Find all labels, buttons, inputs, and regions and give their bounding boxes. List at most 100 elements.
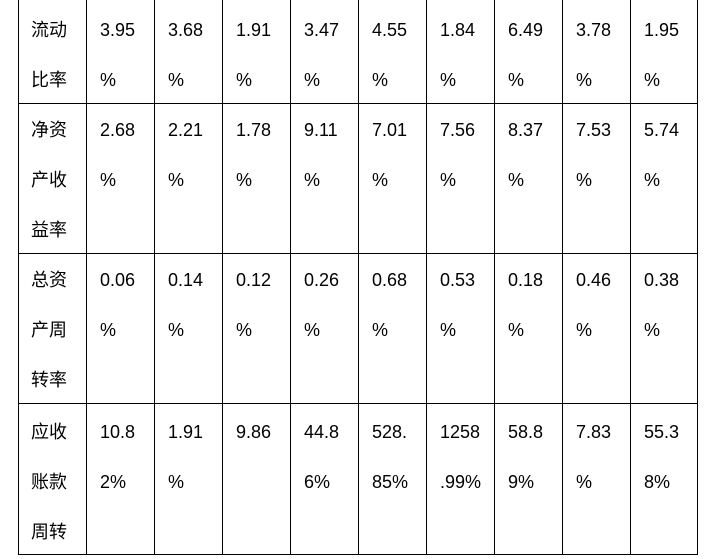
- cell-text: %: [168, 320, 185, 340]
- table-cell: 6.49%: [494, 0, 562, 104]
- cell-text: 0.53: [440, 270, 476, 290]
- table-cell: 0.06%: [86, 254, 154, 404]
- table-cell: 9.86: [222, 404, 290, 555]
- table-cell: 1.91%: [222, 0, 290, 104]
- cell-text: .99%: [440, 472, 482, 492]
- cell-text: 2%: [100, 472, 127, 492]
- table-cell: 9.11%: [290, 104, 358, 254]
- cell-text: 7.83: [576, 422, 612, 442]
- cell-text: %: [508, 320, 525, 340]
- table-cell: 0.38%: [630, 254, 698, 404]
- table-cell: 7.01%: [358, 104, 426, 254]
- cell-text: 周转: [31, 522, 67, 542]
- cell-text: 流动: [31, 20, 67, 40]
- cell-text: 7.53: [576, 120, 612, 140]
- table-cell: 4.55%: [358, 0, 426, 104]
- cell-text: 转率: [31, 370, 67, 390]
- cell-text: 8.37: [508, 120, 544, 140]
- table-cell: 7.53%: [562, 104, 630, 254]
- cell-text: 0.18: [508, 270, 544, 290]
- table-cell: 7.83%: [562, 404, 630, 555]
- table-cell: 528. 85%: [358, 404, 426, 555]
- cell-text: 比率: [31, 70, 67, 90]
- cell-text: 产收: [31, 170, 67, 190]
- table-cell: 44.8 6%: [290, 404, 358, 555]
- cell-text: %: [576, 320, 593, 340]
- table-cell: 0.46%: [562, 254, 630, 404]
- cell-text: 净资: [31, 120, 67, 140]
- cell-text: %: [644, 170, 661, 190]
- cell-text: 7.01: [372, 120, 408, 140]
- table-cell: 2.68%: [86, 104, 154, 254]
- cell-text: 0.12: [236, 270, 272, 290]
- cell-text: 7.56: [440, 120, 476, 140]
- cell-text: 1.91: [168, 422, 204, 442]
- cell-text: 1.78: [236, 120, 272, 140]
- cell-text: %: [508, 70, 525, 90]
- cell-text: %: [644, 320, 661, 340]
- table-cell: 1.84%: [426, 0, 494, 104]
- table-cell: 0.68%: [358, 254, 426, 404]
- cell-text: %: [372, 70, 389, 90]
- cell-text: 0.26: [304, 270, 340, 290]
- table-cell: 0.53%: [426, 254, 494, 404]
- cell-text: 2.21: [168, 120, 204, 140]
- cell-text: 产周: [31, 320, 67, 340]
- cell-text: %: [168, 170, 185, 190]
- cell-text: 4.55: [372, 20, 408, 40]
- cell-text: 5.74: [644, 120, 680, 140]
- cell-text: 8%: [644, 472, 671, 492]
- cell-text: 1258: [440, 422, 481, 442]
- cell-text: 1.91: [236, 20, 272, 40]
- table-cell: 0.14%: [154, 254, 222, 404]
- cell-text: 3.47: [304, 20, 340, 40]
- table-cell: 8.37%: [494, 104, 562, 254]
- cell-text: %: [236, 320, 253, 340]
- cell-text: %: [100, 170, 117, 190]
- cell-text: 10.8: [100, 422, 136, 442]
- cell-text: 总资: [31, 270, 67, 290]
- cell-text: 0.06: [100, 270, 136, 290]
- table-cell: 2.21%: [154, 104, 222, 254]
- table-cell: 0.12%: [222, 254, 290, 404]
- row-header: 应收 账款 周转: [18, 404, 86, 555]
- cell-text: 44.8: [304, 422, 340, 442]
- cell-text: %: [304, 170, 321, 190]
- cell-text: %: [576, 170, 593, 190]
- cell-text: %: [372, 170, 389, 190]
- cell-text: %: [100, 70, 117, 90]
- table-cell: 3.95%: [86, 0, 154, 104]
- table-cell: 10.8 2%: [86, 404, 154, 555]
- cell-text: 9.86: [236, 422, 272, 442]
- cell-text: 9.11: [304, 120, 338, 140]
- cell-text: %: [440, 170, 457, 190]
- cell-text: 3.78: [576, 20, 612, 40]
- cell-text: 0.46: [576, 270, 612, 290]
- row-header: 总资 产周 转率: [18, 254, 86, 404]
- cell-text: 0.38: [644, 270, 680, 290]
- table-cell: 3.68%: [154, 0, 222, 104]
- table-cell: 7.56%: [426, 104, 494, 254]
- cell-text: %: [168, 472, 185, 492]
- table-cell: 58.8 9%: [494, 404, 562, 555]
- cell-text: 2.68: [100, 120, 136, 140]
- cell-text: %: [440, 320, 457, 340]
- table-cell: 5.74%: [630, 104, 698, 254]
- cell-text: %: [304, 70, 321, 90]
- cell-text: 6.49: [508, 20, 544, 40]
- cell-text: 账款: [31, 472, 67, 492]
- cell-text: 3.95: [100, 20, 136, 40]
- cell-text: %: [100, 320, 117, 340]
- table-cell: 55.3 8%: [630, 404, 698, 555]
- cell-text: %: [508, 170, 525, 190]
- table-cell: 1.78%: [222, 104, 290, 254]
- table-cell: 3.47%: [290, 0, 358, 104]
- cell-text: %: [168, 70, 185, 90]
- cell-text: 应收: [31, 422, 67, 442]
- cell-text: 0.68: [372, 270, 408, 290]
- cell-text: 1.84: [440, 20, 476, 40]
- table-cell: 0.26%: [290, 254, 358, 404]
- row-header: 流动 比率: [18, 0, 86, 104]
- cell-text: 益率: [31, 220, 67, 240]
